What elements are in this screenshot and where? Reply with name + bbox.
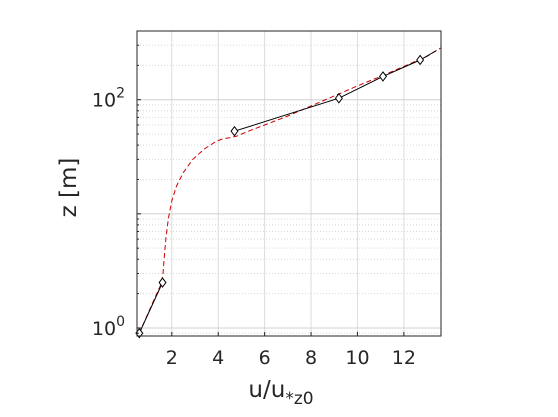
y-tick-label-exponent-1: 2 bbox=[116, 86, 125, 102]
series-line-0 bbox=[138, 47, 442, 334]
series-group bbox=[135, 47, 442, 339]
x-axis-label-main: u/u bbox=[248, 377, 285, 403]
y-tick-label-exponent-0: 0 bbox=[116, 314, 125, 330]
grid bbox=[137, 30, 441, 336]
data-point-2-1 bbox=[334, 92, 343, 104]
y-tick-label-base-0: 10 bbox=[92, 318, 116, 340]
series-line-1 bbox=[138, 282, 163, 334]
x-tick-label-1: 4 bbox=[212, 347, 224, 369]
y-tick-label-1: 102 bbox=[92, 86, 125, 112]
y-tick-label-base-1: 10 bbox=[92, 90, 116, 112]
x-tick-label-5: 12 bbox=[392, 347, 416, 369]
x-tick-label-3: 8 bbox=[305, 347, 317, 369]
tick-marks bbox=[137, 30, 405, 336]
data-point-2-2 bbox=[378, 71, 387, 82]
data-point-2-0 bbox=[230, 125, 239, 137]
data-point-1-1 bbox=[158, 277, 167, 288]
x-tick-label-4: 10 bbox=[345, 347, 369, 369]
data-point-2-3 bbox=[416, 54, 425, 66]
y-axis-label: z [m] bbox=[56, 158, 82, 218]
x-axis-label-subscript: *z0 bbox=[285, 389, 313, 409]
x-axis-label: u/u*z0 bbox=[248, 377, 313, 409]
y-tick-label-0: 100 bbox=[92, 314, 125, 340]
x-tick-label-2: 6 bbox=[259, 347, 271, 369]
plot-frame bbox=[136, 30, 442, 337]
x-tick-label-0: 2 bbox=[166, 347, 178, 369]
